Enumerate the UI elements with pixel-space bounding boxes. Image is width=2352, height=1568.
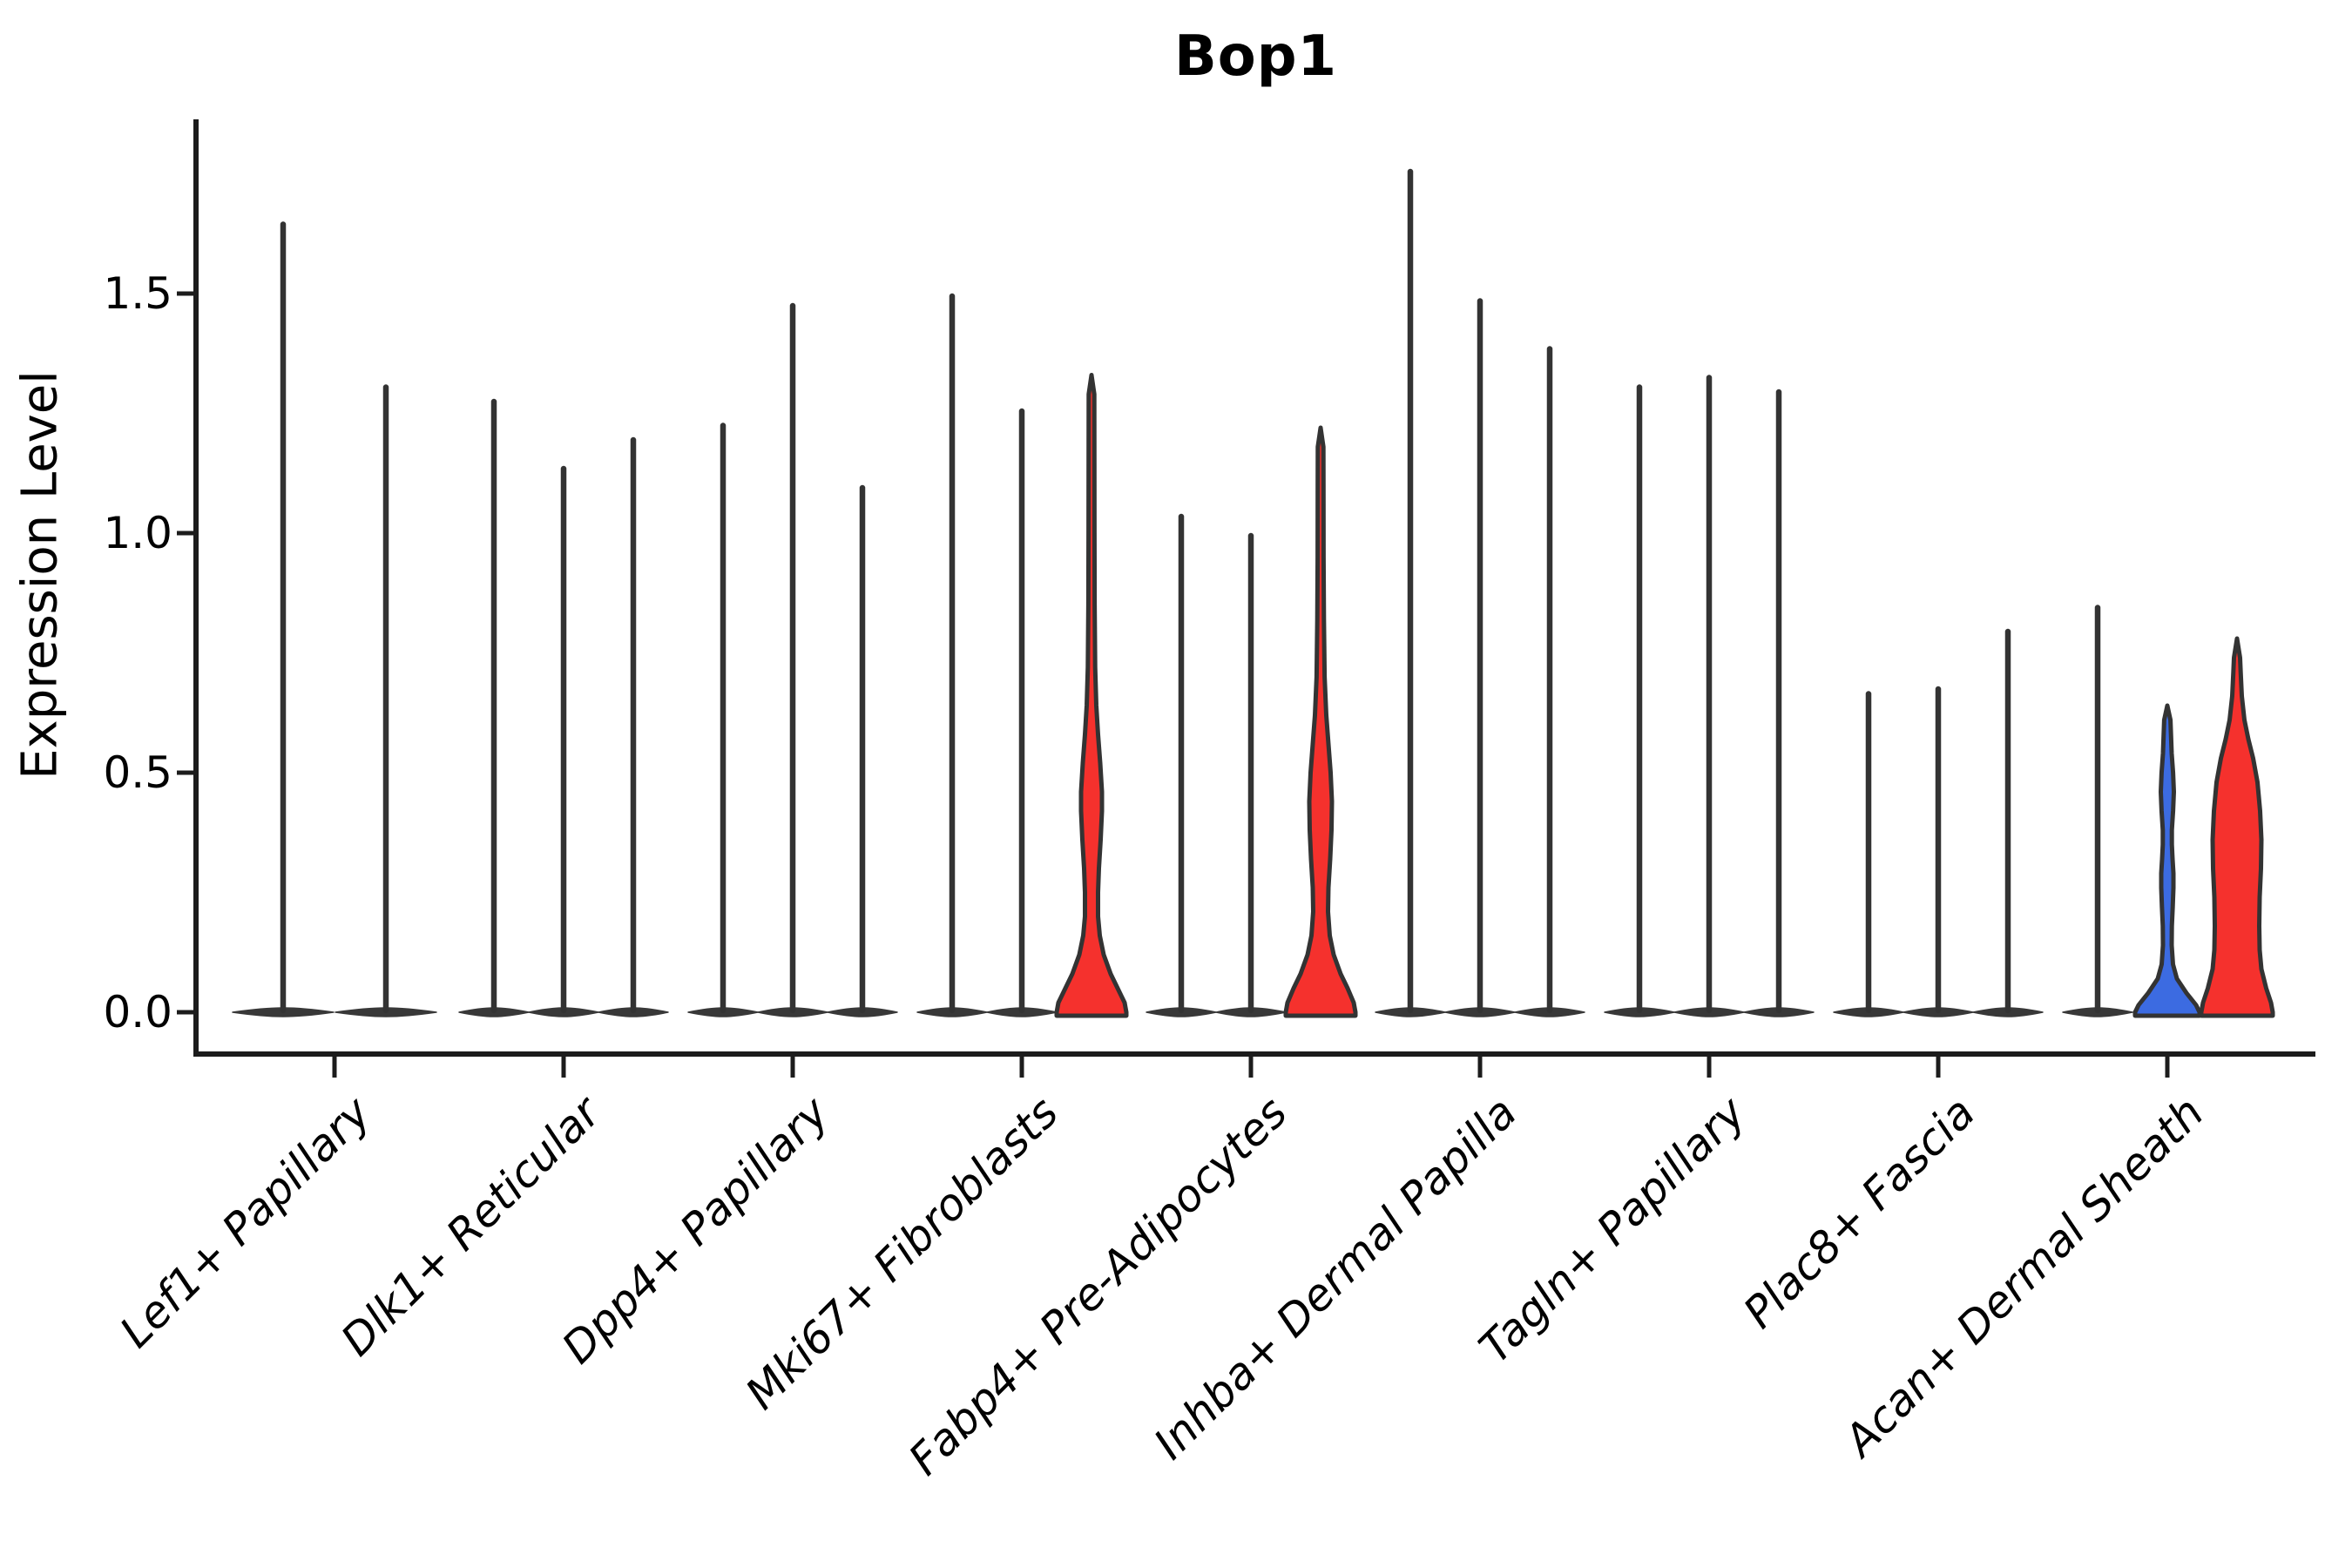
y-tick-label: 1.0 [103, 508, 172, 558]
y-axis-label: Expression Level [11, 370, 69, 780]
y-tick-label: 1.5 [103, 268, 172, 319]
y-tick-label: 0.0 [103, 987, 172, 1037]
violin-red [1054, 373, 1129, 1018]
violin-red [1283, 425, 1358, 1018]
y-tick-label: 0.5 [103, 747, 172, 798]
chart-title: Bop1 [1173, 24, 1338, 89]
violin-red [2199, 636, 2275, 1018]
violin-blue [2132, 703, 2202, 1018]
